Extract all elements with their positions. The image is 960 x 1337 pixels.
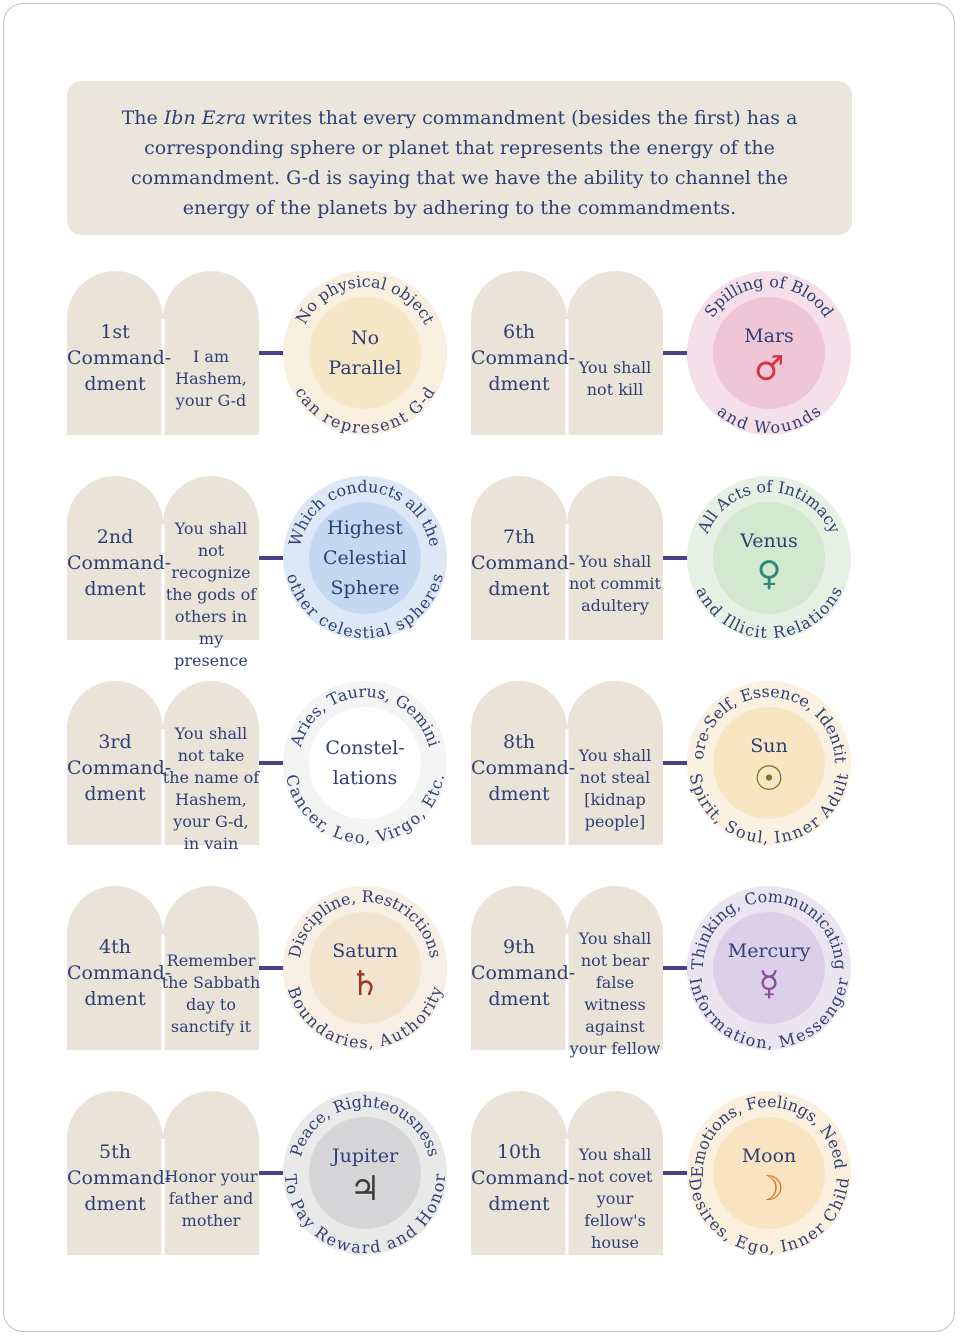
commandment-text: Remember the Sabbath day to sanctify it: [161, 951, 261, 1036]
planet-name: Saturn: [332, 940, 398, 962]
intro-box: The Ibn Ezra writes that every commandme…: [67, 81, 852, 235]
planet-symbol-icon: ♄: [349, 964, 381, 1004]
commandment-number: 9th Command-dment: [471, 936, 576, 1010]
tablet-left: [67, 681, 163, 845]
tablet-right: [567, 681, 663, 845]
tablet-right: [163, 271, 259, 435]
planet-name: No Parallel: [328, 327, 402, 379]
planet-inner-disc: [713, 912, 825, 1024]
planet-name: Sun: [750, 735, 788, 757]
planet-symbol-icon: ☽: [753, 1169, 785, 1209]
commandment-text: Honor your father and mother: [164, 1167, 258, 1230]
planet-name: Venus: [740, 530, 798, 552]
commandment-text: I am Hashem, your G-d: [175, 347, 247, 410]
commandment-number: 6th Command-dment: [471, 321, 576, 395]
planet-name: Constel-lations: [325, 737, 405, 789]
tablet-right: [567, 271, 663, 435]
commandment-text: You shall not recognize the gods of others i…: [165, 519, 257, 670]
planet-name: Moon: [741, 1145, 797, 1167]
planet-inner-disc: [713, 297, 825, 409]
planet-inner-disc: [309, 502, 421, 614]
planet-symbol-icon: ♀: [756, 554, 782, 594]
tablet-right: [163, 681, 259, 845]
planet-name: Mars: [744, 325, 794, 347]
commandment-text: You shall not take the name of Hashem, your …: [162, 724, 260, 853]
planet-inner-disc: [309, 707, 421, 819]
commandment-number: 5th Command-dment: [67, 1141, 172, 1215]
tablet-left: [471, 681, 567, 845]
tablet-left: [471, 476, 567, 640]
planet-inner-disc: [713, 502, 825, 614]
planet-inner-disc: [309, 912, 421, 1024]
page-frame: [3, 3, 955, 1332]
tablet-right: [567, 886, 663, 1050]
commandment-number: 8th Command-dment: [471, 731, 576, 805]
planet-inner-disc: [309, 1117, 421, 1229]
tablet-left: [67, 271, 163, 435]
planet-symbol-icon: ♂: [753, 349, 785, 389]
commandment-text: You shall not commit adultery: [569, 552, 661, 615]
tablet-left: [67, 476, 163, 640]
intro-text-after: writes that every commandment (besides t…: [131, 107, 798, 219]
tablet-right: [163, 476, 259, 640]
commandment-text: You shall not kill: [578, 358, 652, 399]
tablet-right: [163, 1091, 259, 1255]
tablet-right: [163, 886, 259, 1050]
planet-inner-disc: [309, 297, 421, 409]
planet-symbol-icon: ☉: [753, 759, 785, 799]
commandment-number: 4th Command-dment: [67, 936, 172, 1010]
planet-inner-disc: [713, 1117, 825, 1229]
planet-name: Mercury: [727, 940, 811, 962]
planet-symbol-icon: ♃: [349, 1169, 381, 1209]
planet-name: Jupiter: [331, 1145, 399, 1167]
tablet-right: [567, 476, 663, 640]
planet-inner-disc: [713, 707, 825, 819]
commandment-text: You shall not bear false witness against your…: [569, 929, 661, 1058]
tablet-left: [471, 271, 567, 435]
commandment-number: 10th Command-dment: [471, 1141, 576, 1215]
intro-text-before: The: [121, 107, 164, 129]
tablet-left: [67, 1091, 163, 1255]
tablet-left: [471, 1091, 567, 1255]
tablet-left: [67, 886, 163, 1050]
planet-name: Highest Celestial Sphere: [323, 517, 407, 599]
tablet-left: [471, 886, 567, 1050]
planet-symbol-icon: ☿: [758, 964, 780, 1004]
commandment-text: You shall not covet your fellow's house: [577, 1145, 653, 1252]
commandment-number: 7th Command-dment: [471, 526, 576, 600]
commandment-number: 1st Command-dment: [67, 321, 172, 395]
commandment-text: You shall not steal [kidnap people]: [578, 746, 652, 831]
tablet-right: [567, 1091, 663, 1255]
commandment-number: 3rd Command-dment: [67, 731, 172, 805]
intro-text-italic: Ibn Ezra: [163, 107, 247, 129]
commandment-number: 2nd Command-dment: [67, 526, 172, 600]
